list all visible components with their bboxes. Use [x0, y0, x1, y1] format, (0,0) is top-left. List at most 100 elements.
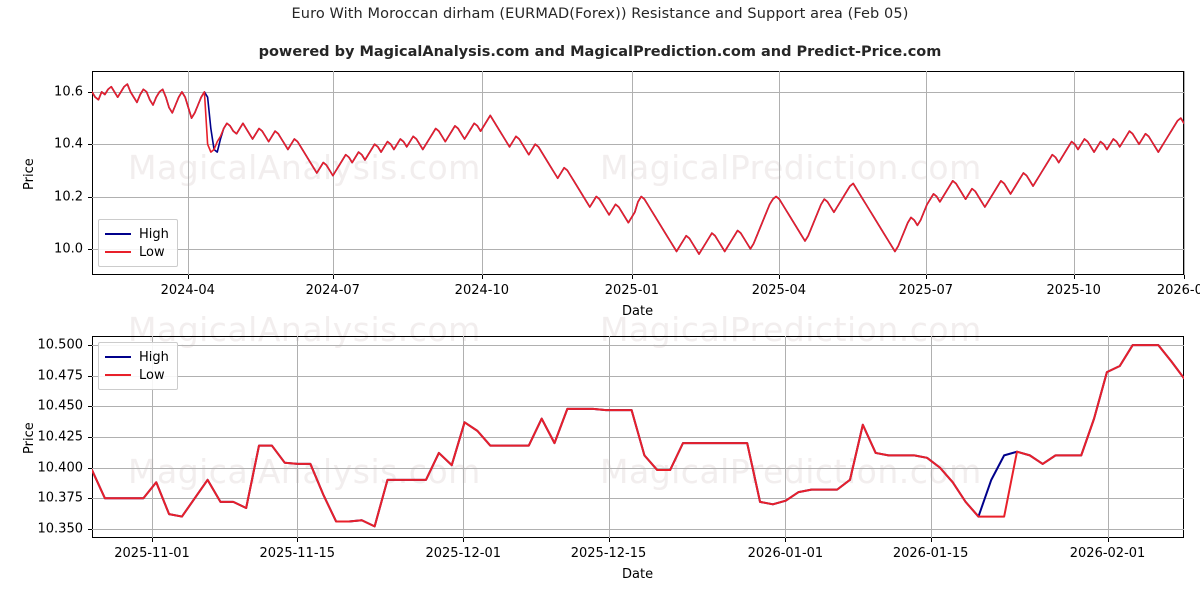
legend-label-high: High [139, 349, 169, 365]
x-gridline [1184, 71, 1185, 275]
y-tick [88, 498, 92, 500]
legend-swatch-high [105, 356, 131, 358]
y-tick-label: 10.450 [37, 398, 84, 414]
y-tick [88, 91, 92, 93]
page-subtitle: powered by MagicalAnalysis.com and Magic… [258, 44, 942, 60]
x-gridline [152, 336, 154, 538]
x-gridline [785, 336, 787, 538]
x-tick [608, 538, 610, 542]
x-tick-label: 2026-02-01 [1069, 546, 1146, 561]
y-tick-label: 10.475 [37, 368, 84, 384]
x-gridline [463, 336, 465, 538]
x-tick [481, 275, 483, 279]
y-gridline [92, 345, 1184, 347]
x-tick [785, 538, 787, 542]
x-gridline [631, 71, 633, 275]
legend-entry: High [105, 225, 169, 243]
x-gridline [187, 71, 189, 275]
x-gridline [925, 71, 927, 275]
y-tick-label: 10.500 [37, 337, 84, 353]
x-tick-label: 2024-04 [160, 283, 215, 298]
x-tick [463, 538, 465, 542]
y-tick [88, 467, 92, 469]
y-tick-label: 10.0 [54, 241, 83, 257]
y-tick [88, 248, 92, 250]
lower-series-layer [92, 344, 1184, 528]
x-tick-label: 2025-07 [898, 283, 954, 298]
legend-entry: High [105, 348, 169, 366]
y-gridline [92, 196, 1184, 198]
x-tick [631, 275, 633, 279]
y-tick [88, 528, 92, 530]
x-tick-label: 2025-01 [604, 283, 660, 298]
upper-plot-area [92, 71, 1184, 275]
legend-label-high: High [139, 226, 169, 242]
x-tick [930, 538, 932, 542]
y-gridline [92, 528, 1184, 530]
x-tick [778, 275, 780, 279]
legend-entry: Low [105, 366, 169, 384]
x-tick-label: 2025-11-01 [114, 546, 190, 561]
x-gridline [481, 71, 483, 275]
y-tick-label: 10.4 [54, 136, 83, 152]
upper-legend: High Low [98, 219, 178, 267]
y-tick-label: 10.2 [54, 189, 83, 205]
x-tick-label: 2025-11-15 [259, 546, 336, 561]
legend-swatch-low [105, 251, 131, 253]
y-gridline [92, 144, 1184, 146]
x-tick [297, 538, 299, 542]
legend-swatch-high [105, 233, 131, 235]
lower-chart-panel: 10.350 10.375 10.400 10.425 10.450 10.475 10.5… [22, 336, 1184, 582]
upper-chart-panel: 10.0 10.2 10.4 10.6 2024-04 2024-07 2024-10 202… [22, 71, 1200, 319]
x-tick [1073, 275, 1075, 279]
y-tick [88, 196, 92, 198]
x-tick [332, 275, 334, 279]
x-gridline [332, 71, 334, 275]
y-tick [88, 144, 92, 146]
x-tick-label: 2026-01 [1156, 283, 1200, 298]
x-tick-label: 2025-12-15 [570, 546, 647, 561]
series-line-high [92, 83, 1184, 255]
x-tick-label: 2024-07 [305, 283, 360, 298]
series-line-low [92, 83, 1184, 255]
x-tick-label: 2026-01-15 [892, 546, 969, 561]
y-tick-label: 10.425 [37, 429, 84, 445]
y-axis-label: Price [22, 422, 37, 454]
page-title: Euro With Moroccan dirham (EURMAD(Forex)… [291, 6, 909, 22]
x-tick-label: 2025-12-01 [425, 546, 502, 561]
y-gridline [92, 437, 1184, 438]
y-tick-label: 10.375 [37, 490, 84, 506]
legend-label-low: Low [139, 367, 165, 383]
x-tick [187, 275, 189, 279]
upper-series-layer [92, 83, 1184, 255]
x-tick [925, 275, 927, 279]
x-tick [1184, 275, 1185, 279]
y-tick-label: 10.6 [54, 84, 83, 100]
y-tick [88, 345, 92, 347]
y-tick [88, 406, 92, 408]
y-tick [88, 437, 92, 438]
y-axis-label: Price [22, 158, 37, 190]
x-gridline [930, 336, 932, 538]
x-tick-label: 2025-10 [1046, 283, 1101, 298]
y-tick-label: 10.350 [37, 521, 84, 537]
x-gridline [608, 336, 610, 538]
y-gridline [92, 406, 1184, 408]
series-line-low [92, 344, 1184, 528]
y-gridline [92, 498, 1184, 500]
x-axis-label: Date [622, 567, 654, 582]
y-gridline [92, 91, 1184, 93]
y-gridline [92, 467, 1184, 469]
x-gridline [778, 71, 780, 275]
x-gridline [1107, 336, 1109, 538]
x-tick [1107, 538, 1109, 542]
y-tick [88, 375, 92, 377]
x-tick [152, 538, 154, 542]
x-tick-label: 2026-01-01 [747, 546, 824, 561]
y-tick-label: 10.400 [37, 460, 84, 476]
x-gridline [297, 336, 299, 538]
x-tick-label: 2025-04 [751, 283, 807, 298]
x-axis-label: Date [622, 304, 654, 319]
x-gridline [1073, 71, 1075, 275]
